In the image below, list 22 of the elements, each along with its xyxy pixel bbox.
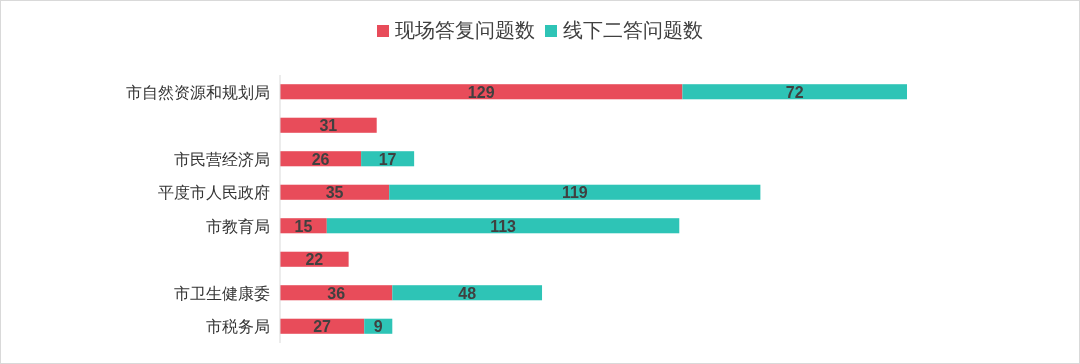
y-tick-label: 市卫生健康委 [174,284,270,302]
data-label: 9 [373,318,383,336]
data-label: 36 [327,284,346,302]
y-tick-label: 市税务局 [206,318,270,336]
legend-label: 线下二答问题数 [563,19,703,41]
y-tick-label: 市自然资源和规划局 [126,83,270,101]
data-label: 72 [785,83,804,101]
data-label: 113 [490,217,517,235]
data-label: 31 [319,117,338,135]
data-label: 27 [313,318,332,336]
data-label: 129 [467,83,495,101]
data-label: 35 [325,184,344,202]
data-label: 22 [305,251,324,269]
data-label: 15 [294,217,313,235]
data-label: 119 [561,184,588,202]
data-label: 17 [378,150,397,168]
legend-label: 现场答复问题数 [395,19,535,41]
y-tick-label: 平度市人民政府 [158,184,270,202]
data-label: 26 [311,150,330,168]
y-tick-label: 市民营经济局 [174,150,270,168]
y-tick-label: 市教育局 [206,217,270,235]
data-label: 48 [458,284,477,302]
